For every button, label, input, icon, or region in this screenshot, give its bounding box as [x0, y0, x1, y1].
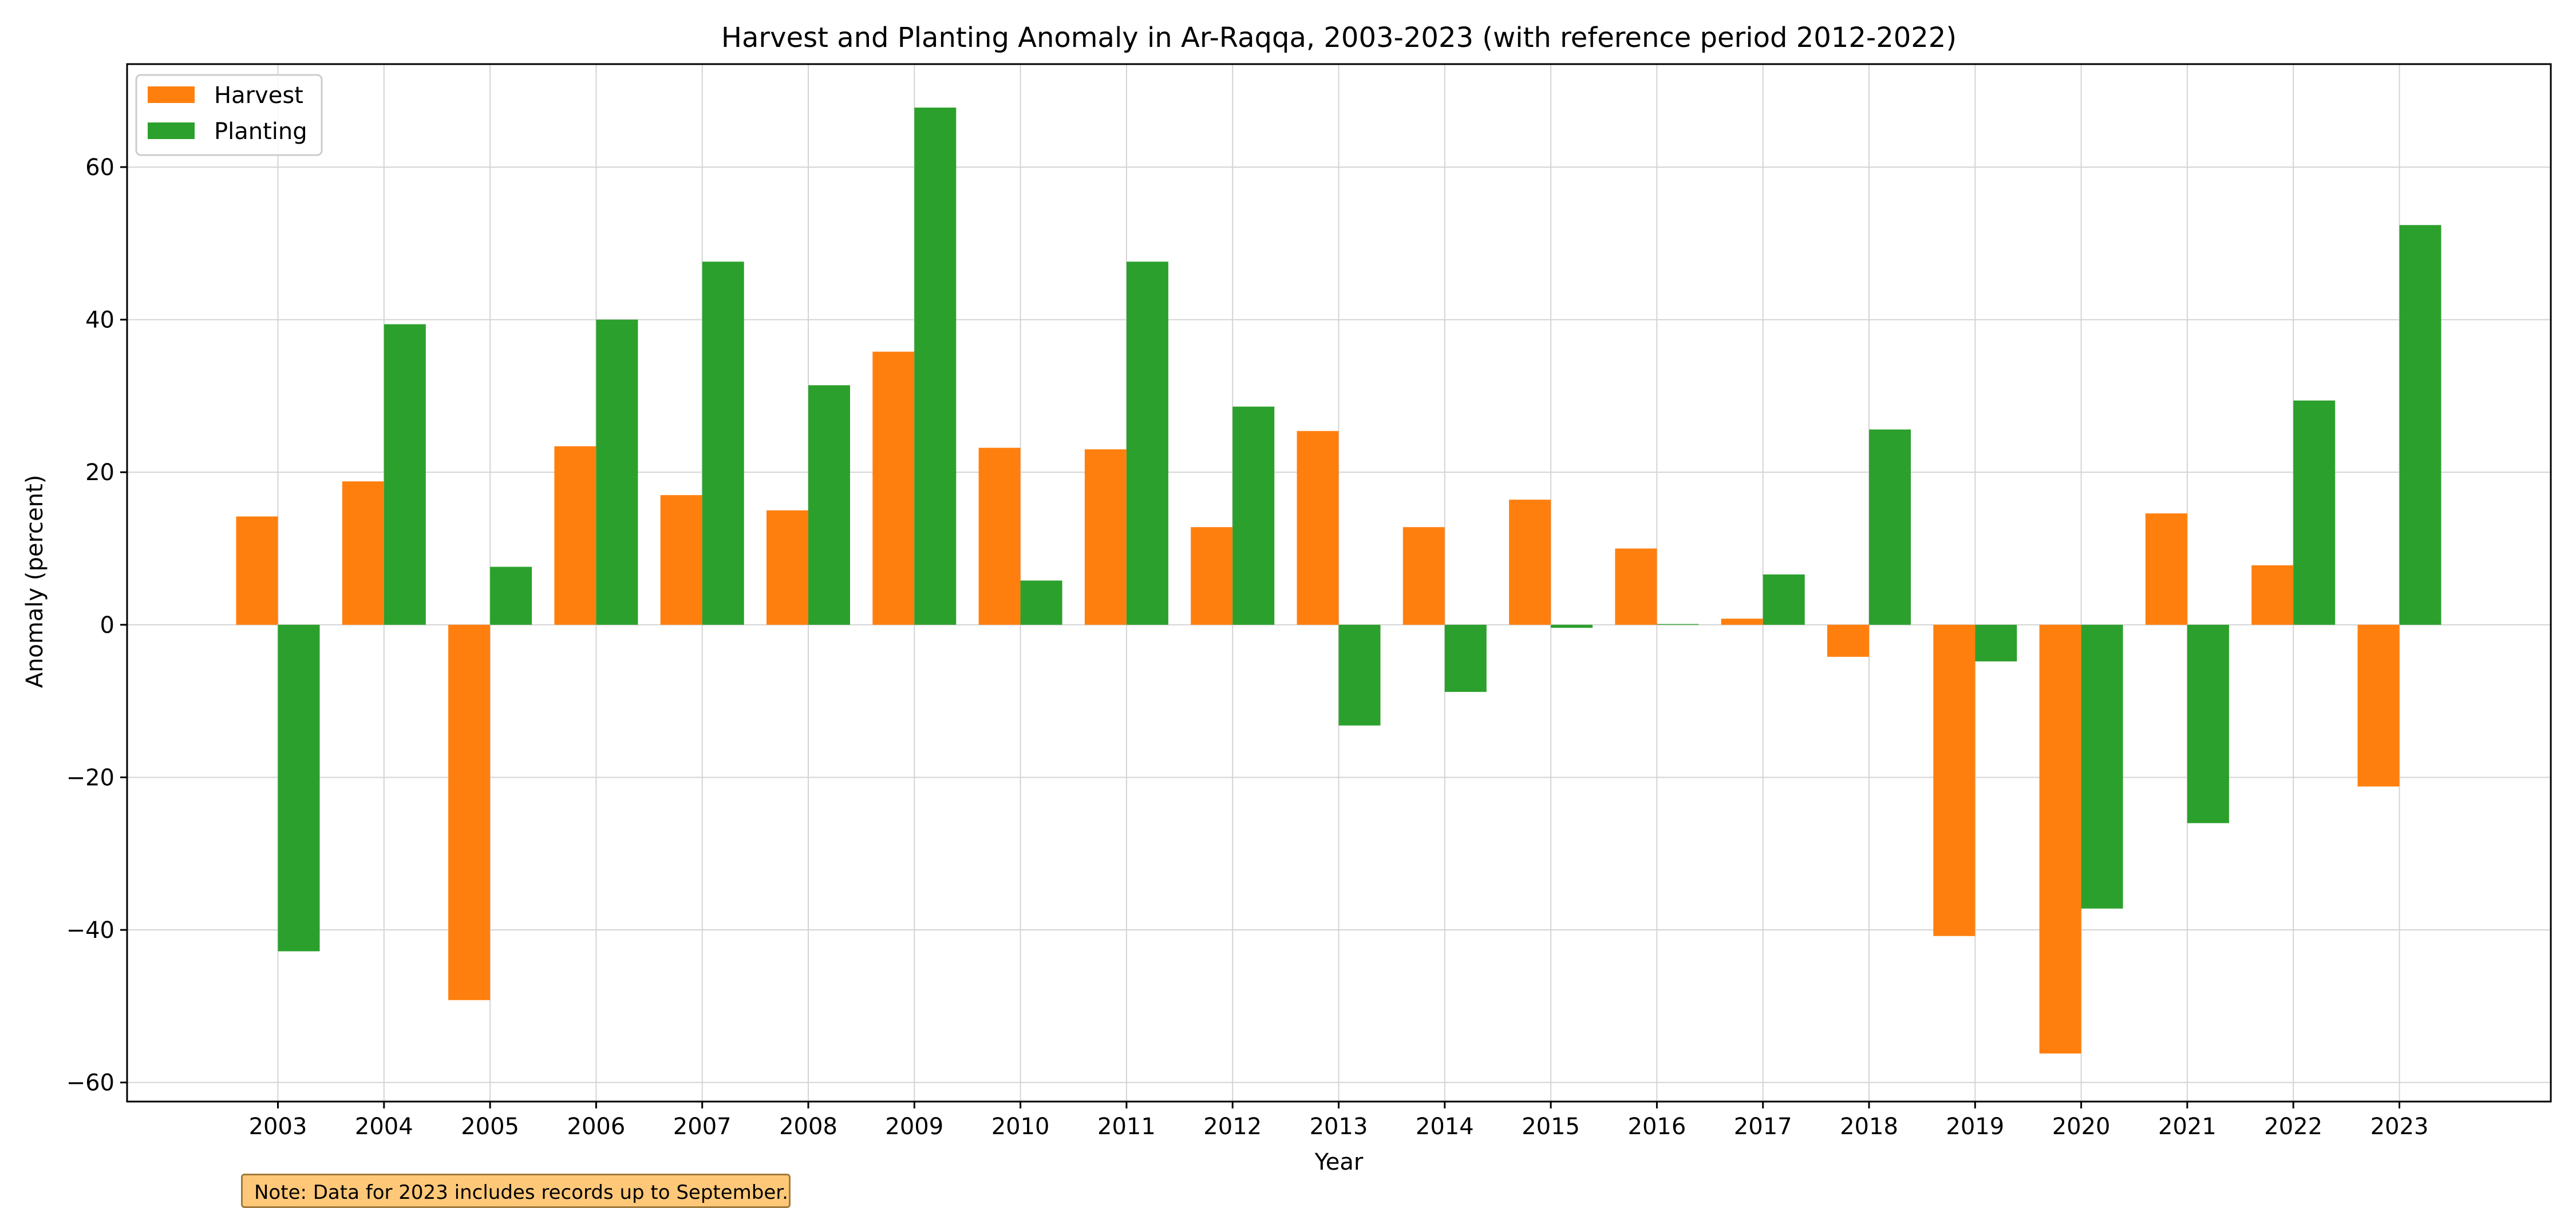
x-tick-label: 2020	[2052, 1114, 2111, 1140]
x-tick-label: 2008	[779, 1114, 837, 1140]
bar-planting-2022	[2293, 400, 2336, 625]
x-tick-label: 2007	[673, 1114, 732, 1140]
x-tick-label: 2017	[1734, 1114, 1792, 1140]
y-tick-label: 40	[85, 307, 114, 334]
chart-title: Harvest and Planting Anomaly in Ar-Raqqa…	[721, 22, 1957, 54]
x-tick-label: 2022	[2264, 1114, 2322, 1140]
bar-planting-2011	[1126, 262, 1168, 625]
note-box: Note: Data for 2023 includes records up …	[241, 1174, 791, 1208]
bar-planting-2018	[1869, 429, 1911, 625]
bar-harvest-2014	[1402, 527, 1445, 625]
legend-label-planting: Planting	[214, 118, 307, 145]
bar-harvest-2007	[660, 495, 702, 625]
bar-planting-2015	[1551, 624, 1593, 628]
bar-planting-2004	[384, 324, 426, 625]
x-tick-label: 2019	[1946, 1114, 2004, 1140]
bar-planting-2023	[2399, 225, 2441, 625]
bar-harvest-2022	[2251, 565, 2294, 625]
bar-planting-2006	[596, 319, 638, 625]
note-text: Note: Data for 2023 includes records up …	[254, 1181, 788, 1204]
bar-harvest-2009	[872, 351, 915, 625]
bar-harvest-2018	[1827, 624, 1869, 657]
x-tick-label: 2015	[1522, 1114, 1580, 1140]
bar-harvest-2019	[1933, 624, 1976, 936]
x-tick-label: 2003	[249, 1114, 307, 1140]
bar-planting-2020	[2081, 624, 2123, 909]
y-tick-label: −60	[66, 1070, 114, 1096]
y-tick-label: 60	[85, 155, 114, 181]
x-tick-label: 2011	[1097, 1114, 1156, 1140]
bar-planting-2008	[808, 385, 850, 625]
bar-harvest-2003	[236, 516, 278, 625]
bar-planting-2010	[1020, 580, 1062, 625]
y-tick-label: 0	[100, 612, 114, 639]
legend-swatch-planting	[148, 122, 195, 139]
bar-harvest-2004	[342, 481, 384, 625]
bars	[236, 107, 2441, 1054]
x-axis-label: Year	[1314, 1149, 1364, 1175]
bar-harvest-2013	[1297, 431, 1339, 625]
bar-harvest-2005	[448, 624, 491, 1000]
x-tick-label: 2014	[1416, 1114, 1474, 1140]
y-tick-label: −40	[66, 917, 114, 944]
legend-swatch-harvest	[148, 86, 195, 103]
y-tick-label: −20	[66, 765, 114, 791]
bar-planting-2013	[1338, 624, 1381, 726]
bar-harvest-2020	[2039, 624, 2081, 1054]
bar-planting-2021	[2187, 624, 2229, 823]
axis-ticks: 2003 2004 2005 2006 2007 2008 2009 2010 2011 2012…	[66, 155, 2429, 1140]
bar-harvest-2012	[1191, 527, 1233, 625]
bar-harvest-2011	[1084, 449, 1127, 625]
bar-harvest-2023	[2357, 624, 2400, 787]
bar-harvest-2015	[1509, 500, 1551, 625]
x-tick-label: 2012	[1203, 1114, 1262, 1140]
bar-harvest-2006	[554, 446, 596, 625]
x-tick-label: 2010	[991, 1114, 1050, 1140]
x-tick-label: 2006	[567, 1114, 626, 1140]
x-tick-label: 2016	[1628, 1114, 1686, 1140]
legend: Harvest Planting	[135, 74, 323, 156]
x-tick-label: 2018	[1840, 1114, 1898, 1140]
x-tick-label: 2004	[355, 1114, 413, 1140]
x-tick-label: 2013	[1310, 1114, 1368, 1140]
bar-harvest-2021	[2145, 513, 2187, 625]
y-axis-label: Anomaly (percent)	[22, 475, 48, 688]
bar-planting-2012	[1232, 406, 1275, 625]
bar-planting-2003	[278, 624, 320, 952]
bar-harvest-2010	[978, 447, 1021, 625]
bar-planting-2014	[1444, 624, 1487, 692]
legend-label-harvest: Harvest	[214, 82, 303, 109]
bar-planting-2017	[1763, 574, 1805, 625]
bar-planting-2005	[490, 567, 532, 625]
y-tick-label: 20	[85, 460, 114, 486]
bar-planting-2019	[1975, 624, 2017, 662]
x-tick-label: 2021	[2158, 1114, 2217, 1140]
x-tick-label: 2009	[885, 1114, 943, 1140]
bar-planting-2009	[914, 107, 957, 625]
bar-harvest-2008	[767, 510, 808, 625]
bar-harvest-2017	[1721, 619, 1763, 625]
bar-harvest-2016	[1615, 548, 1657, 625]
x-tick-label: 2005	[461, 1114, 519, 1140]
bar-planting-2007	[702, 262, 744, 625]
x-tick-label: 2023	[2370, 1114, 2429, 1140]
